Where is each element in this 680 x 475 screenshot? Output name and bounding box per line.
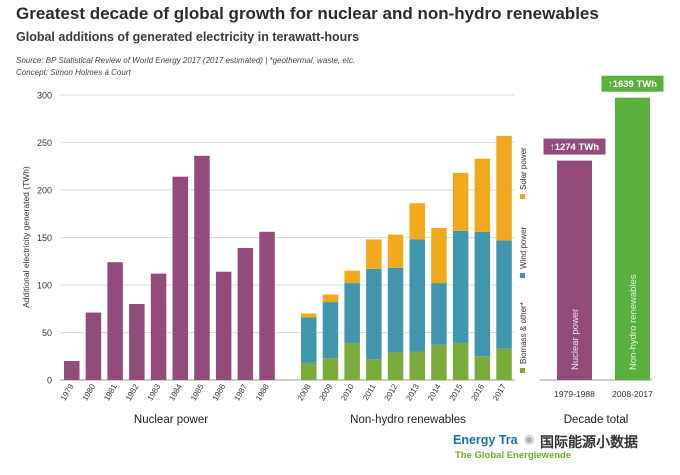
renewables-bar-wind-2009 — [322, 302, 339, 359]
y-tick-label: 50 — [42, 328, 52, 338]
source-note: Source: BP Statistical Review of World E… — [16, 56, 356, 65]
x-tick-label: 1988 — [254, 382, 271, 402]
chart-title: Greatest decade of global growth for nuc… — [16, 4, 599, 23]
total-category-label: 2008-2017 — [612, 389, 653, 399]
renewables-bar-wind-2017 — [496, 240, 512, 349]
renewables-bar-biomass-2017 — [496, 348, 512, 380]
y-tick-label: 200 — [37, 186, 52, 196]
group-label-renewables: Non-hydro renewables — [350, 414, 466, 426]
renewables-bar-wind-2010 — [344, 283, 360, 343]
y-tick-label: 0 — [47, 376, 52, 386]
y-tick-label: 300 — [37, 91, 52, 101]
x-tick-label: 1986 — [211, 382, 228, 402]
x-tick-label: 2013 — [404, 382, 421, 402]
nuclear-bar-1986 — [215, 271, 232, 380]
logo-energy-transition: Energy Tra — [453, 433, 518, 447]
renewables-bar-biomass-2010 — [344, 342, 360, 380]
total-value-badge — [601, 75, 664, 92]
x-tick-label: 1982 — [124, 382, 141, 402]
renewables-bar-biomass-2014 — [431, 344, 447, 380]
x-tick-label: 2010 — [339, 382, 356, 402]
x-tick-label: 2009 — [317, 382, 334, 402]
nuclear-bar-1983 — [150, 273, 167, 380]
chart-subtitle: Global additions of generated electricit… — [16, 30, 360, 44]
x-tick-label: 2015 — [448, 382, 465, 402]
x-tick-label: 2017 — [491, 382, 508, 402]
legend-swatch — [520, 273, 525, 278]
renewables-bar-biomass-2013 — [409, 351, 425, 380]
nuclear-bar-1987 — [237, 247, 254, 380]
renewables-bar-biomass-2009 — [322, 358, 339, 380]
renewables-bar-solar-2015 — [452, 172, 469, 231]
total-category-label: 1979-1988 — [554, 389, 595, 399]
x-tick-label: 1980 — [80, 382, 97, 402]
y-tick-label: 150 — [37, 233, 52, 243]
renewables-bar-wind-2008 — [301, 317, 317, 363]
nuclear-bar-1980 — [85, 312, 102, 380]
nuclear-bar-1984 — [172, 176, 188, 380]
renewables-bar-solar-2017 — [496, 135, 512, 241]
renewables-bar-wind-2012 — [387, 267, 404, 353]
nuclear-bar-1988 — [259, 231, 275, 380]
total-value-badge — [543, 138, 606, 155]
renewables-bar-wind-2015 — [452, 230, 469, 343]
renewables-bar-solar-2014 — [431, 228, 447, 284]
logo-energiewende: The Global Energiewende — [455, 450, 572, 461]
x-tick-label: 1985 — [189, 382, 206, 402]
renewables-bar-wind-2014 — [431, 283, 447, 345]
total-value-label: ↑1274 TWh — [550, 142, 599, 153]
nuclear-bar-1985 — [194, 155, 210, 380]
watermark-text: 国际能源小数据 — [540, 432, 638, 452]
renewables-bar-biomass-2012 — [387, 352, 404, 380]
wechat-icon: ◉ — [524, 432, 535, 446]
legend-label: Wind power — [519, 226, 528, 269]
x-tick-label: 1979 — [59, 382, 76, 402]
renewables-bar-solar-2008 — [301, 313, 317, 318]
x-tick-label: 2011 — [361, 382, 378, 402]
total-bar-name: Nuclear power — [570, 309, 581, 370]
x-tick-label: 1981 — [102, 382, 119, 402]
nuclear-bar-1982 — [129, 304, 145, 380]
renewables-bar-wind-2016 — [474, 231, 491, 357]
renewables-bar-solar-2010 — [344, 270, 360, 284]
total-value-label: ↑1639 TWh — [608, 79, 657, 90]
total-bar-1979-1988 — [557, 160, 592, 380]
legend-label: Biomass & other* — [519, 302, 528, 364]
x-tick-label: 2016 — [469, 382, 486, 402]
y-tick-label: 100 — [37, 281, 52, 291]
y-tick-label: 250 — [37, 138, 52, 148]
legend-label: Solar power — [519, 147, 528, 190]
renewables-bar-biomass-2016 — [474, 356, 491, 380]
concept-credit: Concept: Simon Holmes à Court — [16, 68, 131, 77]
group-label-totals: Decade total — [564, 414, 629, 426]
renewables-bar-solar-2009 — [322, 294, 339, 303]
x-tick-label: 2014 — [426, 382, 443, 402]
renewables-bar-wind-2011 — [366, 268, 382, 360]
renewables-bar-biomass-2008 — [301, 362, 317, 380]
renewables-bar-solar-2012 — [387, 234, 404, 268]
group-label-nuclear: Nuclear power — [134, 414, 208, 426]
legend-swatch — [520, 194, 525, 199]
x-tick-label: 1987 — [232, 382, 249, 402]
x-tick-label: 1983 — [146, 382, 163, 402]
total-bar-2008-2017 — [615, 97, 650, 380]
renewables-bar-biomass-2011 — [366, 359, 382, 380]
legend-swatch — [520, 368, 525, 373]
renewables-bar-wind-2013 — [409, 239, 425, 352]
x-tick-label: 2008 — [296, 382, 313, 402]
renewables-bar-solar-2011 — [366, 239, 382, 269]
renewables-bar-solar-2013 — [409, 203, 425, 240]
y-axis-label: Additional electricity generated (TWh) — [21, 166, 31, 308]
nuclear-bar-1979 — [64, 361, 80, 380]
x-tick-label: 2012 — [383, 382, 400, 402]
x-tick-label: 1984 — [167, 382, 184, 402]
renewables-bar-biomass-2015 — [452, 342, 469, 380]
renewables-bar-solar-2016 — [474, 158, 491, 232]
total-bar-name: Non-hydro renewables — [628, 274, 639, 370]
nuclear-bar-1981 — [107, 262, 123, 380]
